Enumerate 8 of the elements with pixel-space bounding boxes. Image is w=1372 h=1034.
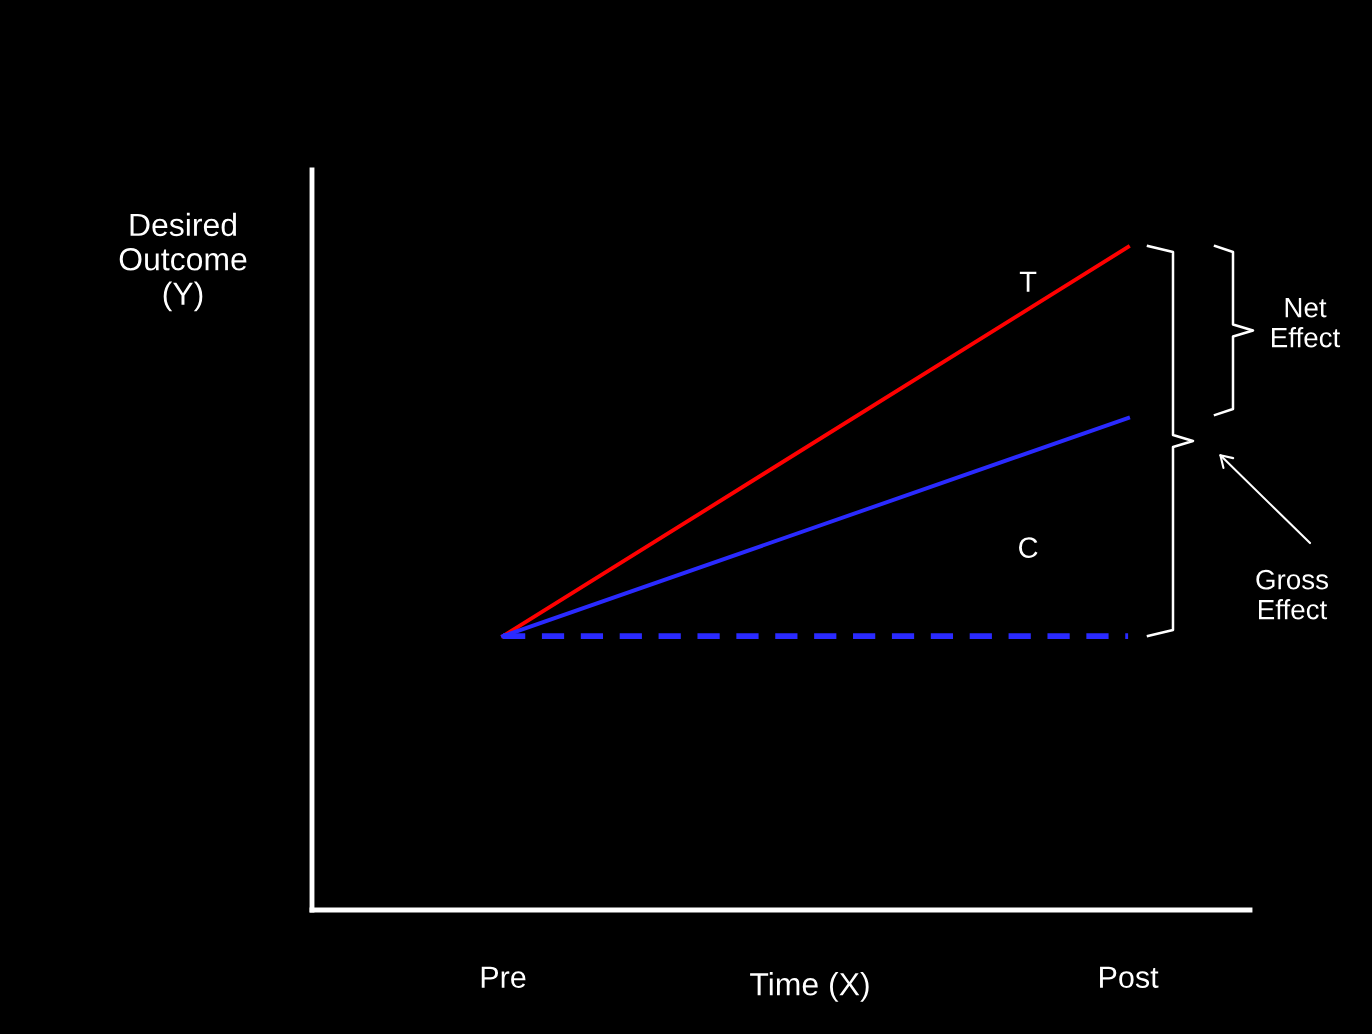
- x-tick-label: Pre: [481, 966, 526, 988]
- text: Net Effect: [1272, 298, 1341, 348]
- x-tick-label: Post: [1100, 966, 1159, 988]
- text: C: [1019, 537, 1038, 558]
- series-label: T: [1019, 271, 1037, 292]
- x-axis-title: Time (X): [750, 972, 869, 1002]
- y-axis-title: Desired Outcome (Y): [119, 212, 247, 312]
- text: Gross Effect: [1256, 569, 1329, 620]
